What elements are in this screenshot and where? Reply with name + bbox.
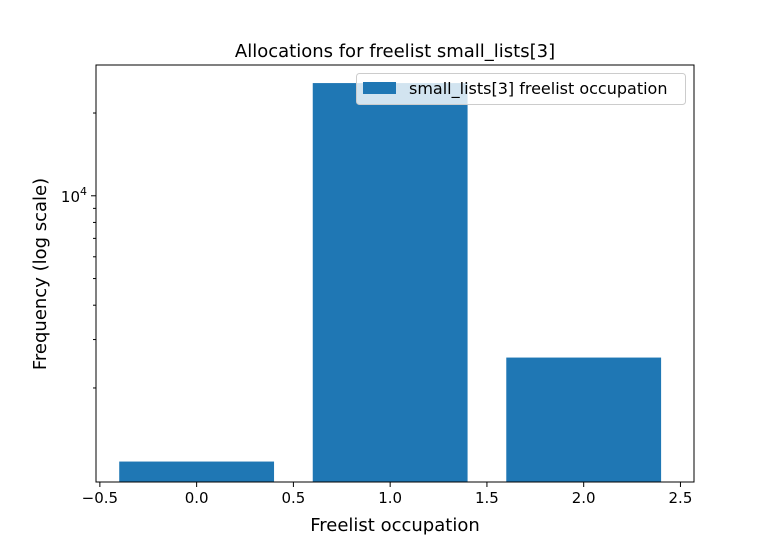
x-axis-label: Freelist occupation [310, 515, 480, 536]
legend-box [356, 73, 686, 105]
x-tick-label: 0.0 [185, 489, 209, 507]
y-axis-label: Frequency (log scale) [30, 178, 51, 370]
x-tick-label: 0.5 [281, 489, 305, 507]
y-tick-label: 104 [61, 185, 87, 206]
x-tick-label: 2.5 [669, 489, 693, 507]
chart-title: Allocations for freelist small_lists[3] [235, 41, 555, 62]
x-tick-label: 1.0 [378, 489, 402, 507]
bar-1 [312, 83, 468, 482]
legend-swatch [363, 82, 396, 94]
x-tick-label: 2.0 [572, 489, 596, 507]
axes-frame [95, 64, 695, 483]
bar-0 [119, 461, 275, 482]
bar-2 [506, 357, 662, 482]
legend: small_lists[3] freelist occupation [356, 73, 686, 105]
legend-label: small_lists[3] freelist occupation [409, 79, 667, 99]
x-tick-label: −0.5 [82, 489, 118, 507]
x-tick-label: 1.5 [475, 489, 499, 507]
